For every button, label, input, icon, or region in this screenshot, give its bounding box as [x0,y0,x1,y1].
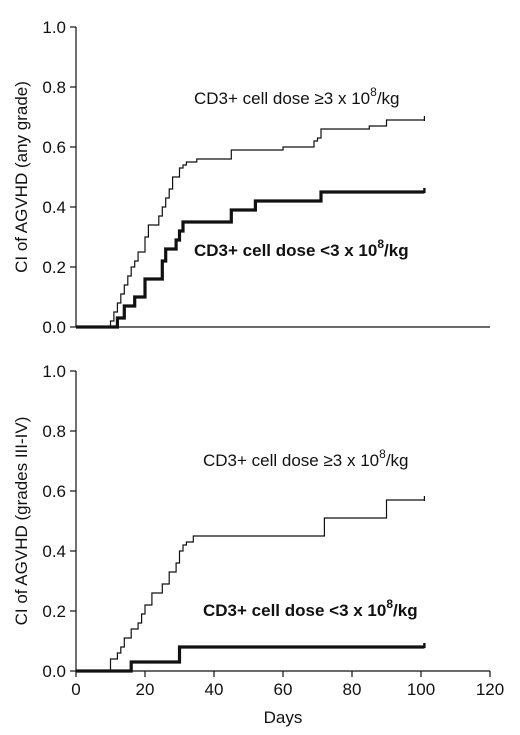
bottom-annotation-low-dose-unit: /kg [393,601,418,620]
top-annotation-high-dose-main: CD3+ cell dose ≥3 x 10 [194,89,370,108]
top-y-tick-label-5: 1.0 [42,18,66,37]
bottom-x-tick-label-1: 20 [136,680,155,699]
bottom-annotation-high-dose-main: CD3+ cell dose ≥3 x 10 [203,451,379,470]
top-y-axis-label: CI of AGVHD (any grade) [12,81,31,273]
bottom-y-ticks: 0.0 0.2 0.4 0.6 0.8 1.0 [42,362,76,681]
panel-top: CI of AGVHD (any grade) 0.0 0.2 0.4 0.6 … [12,18,490,337]
bottom-x-tick-label-2: 40 [205,680,224,699]
top-annotation-low-dose-sup: 8 [377,237,384,251]
top-series-low-dose-line [76,190,425,329]
top-series-high-dose-line [76,119,425,328]
top-y-ticks: 0.0 0.2 0.4 0.6 0.8 1.0 [42,18,76,337]
bottom-annotation-high-dose-unit: /kg [386,451,409,470]
bottom-series-high-dose-line [76,499,425,672]
top-y-tick-label-0: 0.0 [42,318,66,337]
bottom-x-tick-label-4: 80 [343,680,362,699]
bottom-y-axis-label: CI of AGVHD (grades III-IV) [12,417,31,626]
bottom-x-ticks: 0 20 40 60 80 100 120 [71,671,504,699]
bottom-annotation-low-dose-sup: 8 [386,597,393,611]
top-y-tick-label-3: 0.6 [42,138,66,157]
bottom-x-tick-label-6: 120 [476,680,504,699]
bottom-annotation-low-dose: CD3+ cell dose <3 x 108/kg [203,597,418,620]
bottom-annotation-low-dose-main: CD3+ cell dose <3 x 10 [203,601,386,620]
bottom-y-tick-label-4: 0.8 [42,422,66,441]
bottom-x-axis-label: Days [264,708,303,727]
top-annotation-high-dose-sup: 8 [370,85,377,99]
top-y-tick-label-1: 0.2 [42,258,66,277]
top-y-tick-label-2: 0.4 [42,198,66,217]
bottom-series-low-dose-line [76,645,425,673]
top-annotation-high-dose-unit: /kg [377,89,400,108]
panel-bottom: CI of AGVHD (grades III-IV) 0.0 0.2 0.4 … [12,362,504,727]
top-y-tick-label-4: 0.8 [42,78,66,97]
top-annotation-low-dose-unit: /kg [384,241,409,260]
bottom-annotation-high-dose: CD3+ cell dose ≥3 x 108/kg [203,447,409,470]
bottom-y-tick-label-3: 0.6 [42,482,66,501]
top-annotation-low-dose: CD3+ cell dose <3 x 108/kg [194,237,409,260]
bottom-y-tick-label-0: 0.0 [42,662,66,681]
top-annotation-high-dose: CD3+ cell dose ≥3 x 108/kg [194,85,400,108]
bottom-x-tick-label-3: 60 [274,680,293,699]
bottom-y-tick-label-5: 1.0 [42,362,66,381]
bottom-y-tick-label-2: 0.4 [42,542,66,561]
bottom-x-tick-label-5: 100 [407,680,435,699]
bottom-x-tick-label-0: 0 [71,680,80,699]
bottom-y-tick-label-1: 0.2 [42,602,66,621]
bottom-annotation-high-dose-sup: 8 [379,447,386,461]
top-annotation-low-dose-main: CD3+ cell dose <3 x 10 [194,241,377,260]
